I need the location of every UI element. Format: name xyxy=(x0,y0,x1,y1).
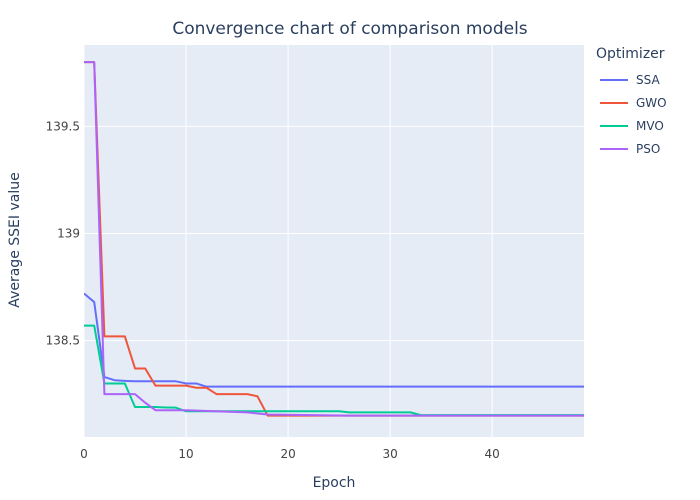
x-tick-label: 30 xyxy=(382,447,397,461)
x-tick-label: 40 xyxy=(485,447,500,461)
x-tick-label: 20 xyxy=(280,447,295,461)
x-tick-label: 10 xyxy=(178,447,193,461)
series-line-mvo xyxy=(84,324,584,417)
x-tick-label: 0 xyxy=(80,447,88,461)
y-tick-label: 138.5 xyxy=(46,334,80,348)
y-axis-title: Average SSEI value xyxy=(7,172,23,307)
series-group xyxy=(84,61,584,417)
x-axis-title: Epoch xyxy=(313,475,356,491)
legend-label-gwo: GWO xyxy=(636,96,667,110)
series-line-ssa xyxy=(84,292,584,388)
legend-label-mvo: MVO xyxy=(636,119,664,133)
series-line-pso xyxy=(84,61,584,417)
chart-title: Convergence chart of comparison models xyxy=(172,19,527,39)
y-tick-label: 139.5 xyxy=(46,119,80,133)
y-tick-label: 139 xyxy=(57,227,80,241)
legend-label-pso: PSO xyxy=(636,142,660,156)
plot-background xyxy=(84,45,584,437)
legend-label-ssa: SSA xyxy=(636,73,660,87)
series-line-gwo xyxy=(84,61,584,417)
legend-title: Optimizer xyxy=(596,46,665,62)
